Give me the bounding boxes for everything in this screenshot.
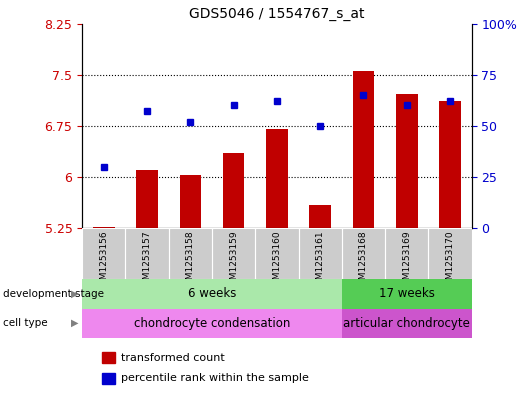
Text: 17 weeks: 17 weeks: [379, 287, 435, 300]
Bar: [396, 94, 418, 228]
Bar: [255, 228, 298, 279]
Bar: [212, 228, 255, 279]
Title: GDS5046 / 1554767_s_at: GDS5046 / 1554767_s_at: [189, 7, 365, 21]
Text: cell type: cell type: [3, 318, 47, 328]
Text: GSM1253160: GSM1253160: [272, 230, 281, 291]
Bar: [342, 228, 385, 279]
Text: GSM1253168: GSM1253168: [359, 230, 368, 291]
Text: chondrocyte condensation: chondrocyte condensation: [134, 317, 290, 330]
Bar: [126, 228, 169, 279]
Text: ▶: ▶: [71, 289, 78, 299]
Bar: [102, 352, 115, 364]
Bar: [266, 129, 288, 228]
Bar: [223, 153, 244, 228]
Bar: [169, 228, 212, 279]
Text: 6 weeks: 6 weeks: [188, 287, 236, 300]
Text: GSM1253169: GSM1253169: [402, 230, 411, 291]
Bar: [102, 373, 115, 384]
Text: development stage: development stage: [3, 289, 104, 299]
Bar: [126, 228, 169, 279]
Text: GSM1253156: GSM1253156: [99, 230, 108, 291]
Text: ▶: ▶: [71, 318, 78, 328]
Bar: [82, 228, 126, 279]
Text: GSM1253159: GSM1253159: [229, 230, 238, 291]
Bar: [169, 228, 212, 279]
Text: GSM1253157: GSM1253157: [143, 230, 152, 291]
Text: articular chondrocyte: articular chondrocyte: [343, 317, 470, 330]
Bar: [255, 228, 298, 279]
Bar: [342, 228, 385, 279]
Bar: [385, 228, 428, 279]
Bar: [136, 170, 158, 228]
Bar: [82, 228, 126, 279]
Bar: [342, 309, 472, 338]
Bar: [82, 279, 342, 309]
Bar: [428, 228, 472, 279]
Bar: [93, 227, 114, 228]
Bar: [352, 71, 374, 228]
Bar: [180, 176, 201, 228]
Text: transformed count: transformed count: [121, 353, 225, 363]
Bar: [298, 228, 342, 279]
Bar: [82, 309, 342, 338]
Bar: [385, 228, 428, 279]
Bar: [428, 228, 472, 279]
Text: GSM1253161: GSM1253161: [316, 230, 325, 291]
Bar: [212, 228, 255, 279]
Bar: [342, 279, 472, 309]
Bar: [310, 206, 331, 228]
Text: GSM1253170: GSM1253170: [446, 230, 455, 291]
Bar: [439, 101, 461, 228]
Text: GSM1253158: GSM1253158: [186, 230, 195, 291]
Text: percentile rank within the sample: percentile rank within the sample: [121, 373, 309, 383]
Bar: [298, 228, 342, 279]
